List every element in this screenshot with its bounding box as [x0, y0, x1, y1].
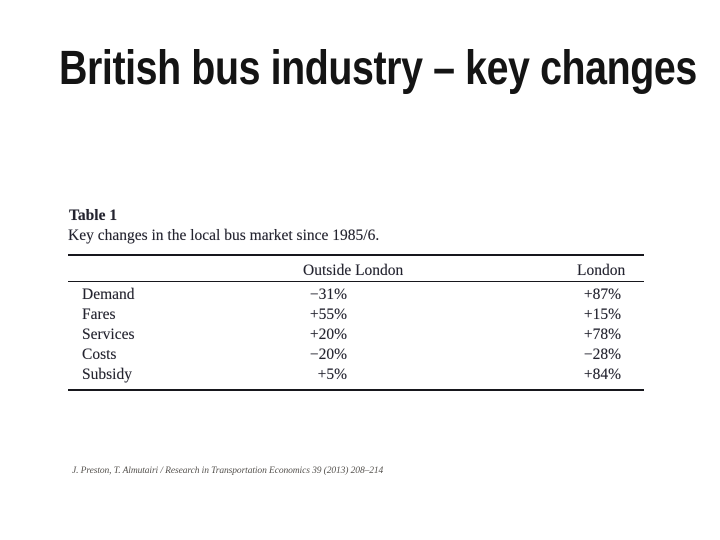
journal-citation: J. Preston, T. Almutairi / Research in T…: [72, 466, 384, 476]
row-value-london: +78%: [583, 325, 621, 343]
table-label: Table 1: [69, 207, 118, 224]
column-header-london: London: [577, 261, 626, 279]
table-row: Subsidy +5% +84%: [68, 366, 644, 386]
row-value-outside-london: −31%: [309, 285, 347, 303]
table-row: Costs −20% −28%: [68, 346, 644, 366]
table-top-rule: [68, 253, 644, 256]
column-header-outside-london: Outside London: [303, 261, 404, 279]
row-label: Subsidy: [82, 365, 132, 383]
row-label: Demand: [82, 285, 135, 303]
table-row: Services +20% +78%: [68, 326, 644, 346]
row-value-outside-london: +55%: [309, 305, 347, 323]
row-value-outside-london: +20%: [309, 325, 347, 343]
row-value-london: +15%: [583, 305, 621, 323]
paper-table: Table 1 Key changes in the local bus mar…: [68, 207, 644, 391]
table-header-rule: [68, 280, 644, 282]
table-bottom-rule: [68, 388, 644, 391]
row-label: Costs: [82, 345, 117, 363]
row-value-outside-london: −20%: [309, 345, 347, 363]
row-value-london: +84%: [583, 365, 621, 383]
row-value-london: +87%: [583, 285, 621, 303]
table-header-row: Outside London London: [68, 256, 644, 281]
table-caption: Key changes in the local bus market sinc…: [68, 226, 380, 244]
row-value-london: −28%: [583, 345, 621, 363]
table-body: Demand −31% +87% Fares +55% +15% Service…: [68, 282, 644, 389]
table-row: Demand −31% +87%: [68, 286, 644, 306]
row-label: Fares: [82, 305, 116, 323]
row-label: Services: [82, 325, 135, 343]
slide-title: British bus industry – key changes: [59, 42, 697, 95]
row-value-outside-london: +5%: [317, 365, 347, 383]
table-row: Fares +55% +15%: [68, 306, 644, 326]
